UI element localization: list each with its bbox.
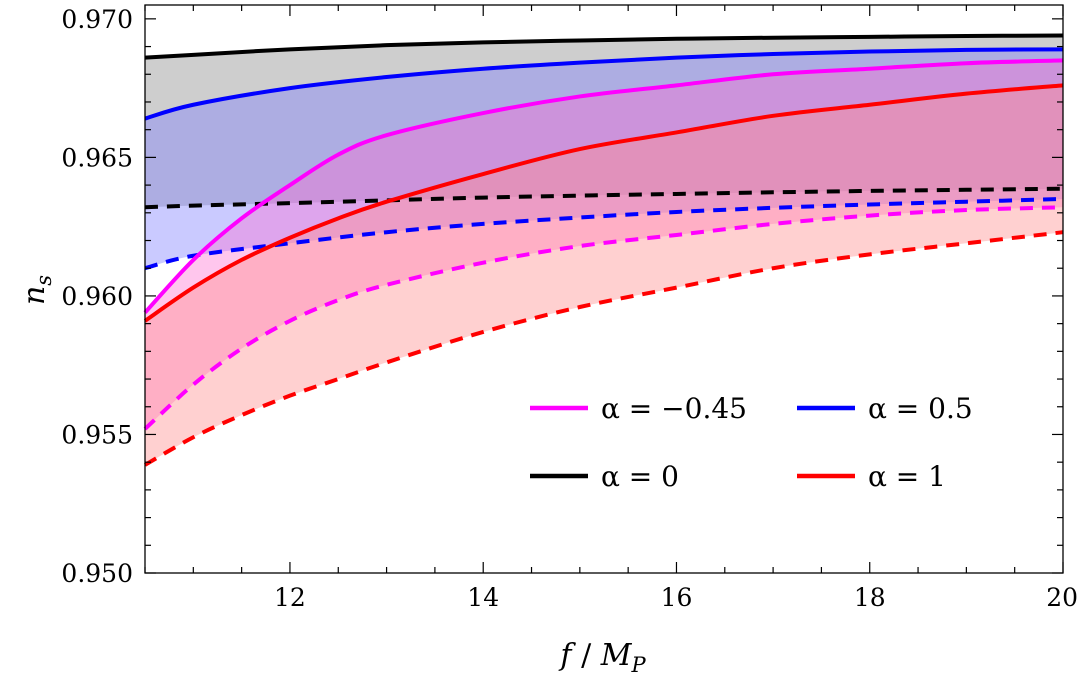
y-tick-label: 0.950 bbox=[61, 559, 133, 588]
plot-frame bbox=[144, 4, 1064, 574]
upper-curve-alpha-0 bbox=[144, 33, 1064, 60]
band-fill-alpha-0p45 bbox=[145, 60, 1063, 429]
y-tick-label: 0.960 bbox=[61, 282, 133, 311]
x-tick-label: 16 bbox=[661, 583, 693, 612]
upper-curve-alpha-1 bbox=[143, 83, 1064, 323]
lower-curve-alpha-0p45 bbox=[143, 205, 1064, 431]
band-fill-alpha-1 bbox=[145, 85, 1063, 465]
x-axis-title-M: M bbox=[600, 638, 633, 673]
band-fills bbox=[145, 35, 1063, 465]
y-tick-label: 0.970 bbox=[61, 5, 133, 34]
tick-labels: 12 14 16 18 20 0.950 0.955 0.960 0.965 0.970 bbox=[61, 5, 1078, 612]
x-axis-title: f / MP bbox=[558, 638, 646, 677]
x-tick-label: 18 bbox=[854, 583, 886, 612]
y-tick-label: 0.965 bbox=[61, 143, 133, 172]
legend-label: α = −0.45 bbox=[601, 392, 747, 425]
x-axis-title-sub: P bbox=[630, 653, 646, 677]
legend: α = −0.45 α = 0.5 α = 0 α = 1 bbox=[530, 392, 973, 493]
upper-curve-alpha-0p45 bbox=[143, 58, 1064, 314]
legend-item: α = −0.45 bbox=[530, 392, 747, 425]
axis-ticks bbox=[144, 5, 1064, 574]
x-tick-label: 20 bbox=[1046, 583, 1078, 612]
series-lines bbox=[143, 33, 1064, 467]
lower-curve-alpha-0 bbox=[144, 186, 1064, 210]
legend-label: α = 1 bbox=[868, 460, 946, 493]
legend-item: α = 0 bbox=[530, 460, 679, 493]
legend-item: α = 1 bbox=[797, 460, 946, 493]
y-tick-label: 0.955 bbox=[61, 420, 133, 449]
legend-label: α = 0.5 bbox=[868, 392, 973, 425]
band-fill-alpha-0p5 bbox=[145, 49, 1063, 269]
lower-curve-alpha-1 bbox=[144, 230, 1064, 467]
y-axis-title-n: n bbox=[17, 286, 52, 305]
y-axis-title: ns bbox=[17, 275, 56, 305]
y-axis-title-sub: s bbox=[32, 275, 56, 286]
x-axis-title-sep: / bbox=[572, 638, 601, 673]
x-tick-label: 12 bbox=[274, 583, 306, 612]
legend-item: α = 0.5 bbox=[797, 392, 973, 425]
x-tick-label: 14 bbox=[467, 583, 499, 612]
legend-label: α = 0 bbox=[601, 460, 679, 493]
upper-curve-alpha-0p5 bbox=[144, 47, 1064, 121]
